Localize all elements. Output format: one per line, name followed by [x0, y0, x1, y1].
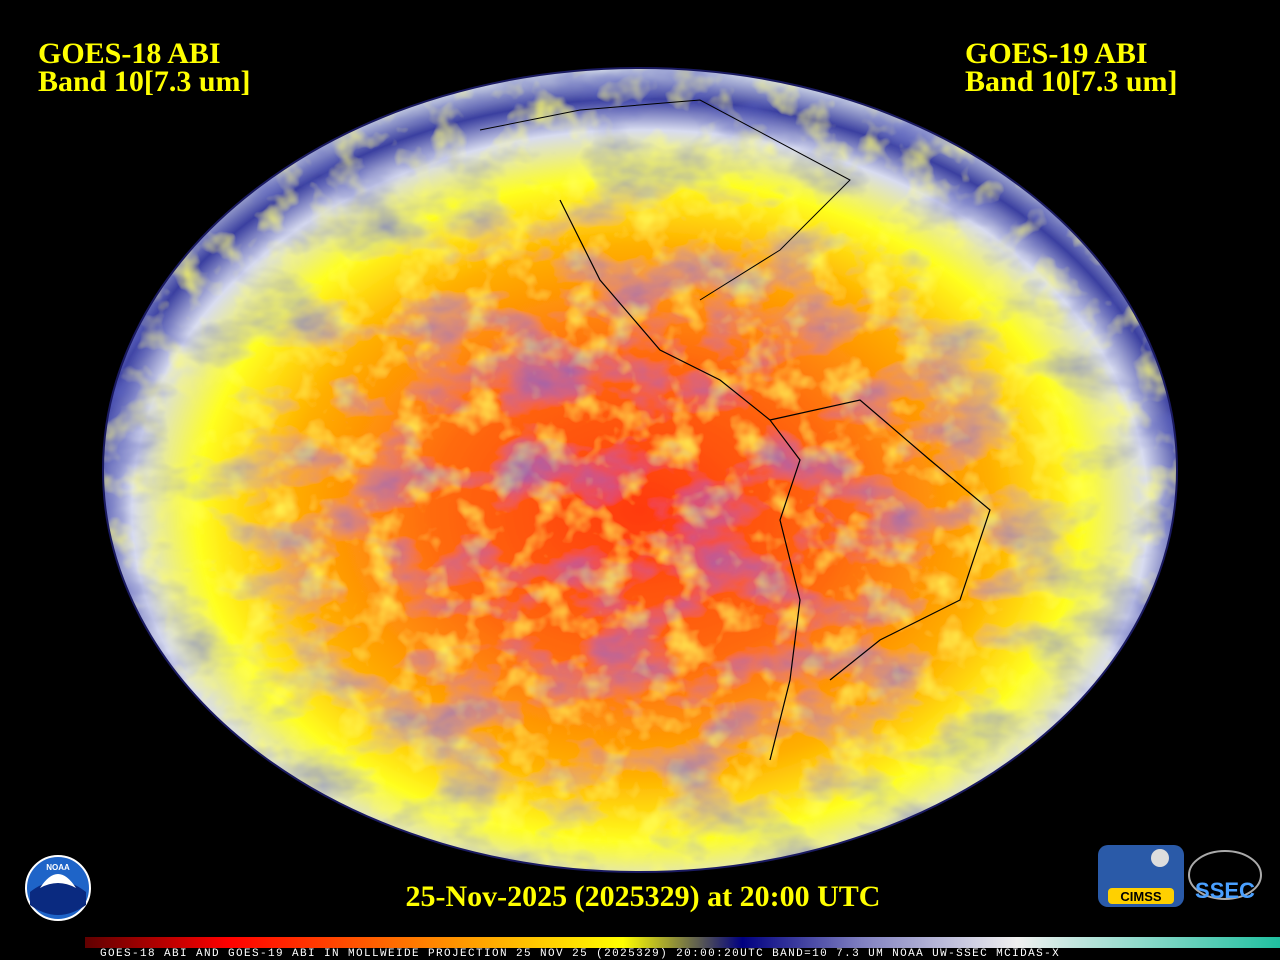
coastline [559, 199, 801, 761]
water-vapor-field [103, 68, 1177, 872]
noaa-text: NOAA [46, 863, 70, 872]
coastline [479, 99, 851, 301]
ssec-logo: SSEC [1188, 850, 1262, 903]
cimss-text: CIMSS [1120, 889, 1162, 904]
cimss-logo: CIMSS [1098, 845, 1184, 907]
left-label: Band 10[7.3 um] [38, 65, 251, 98]
right-label: Band 10[7.3 um] [965, 65, 1178, 98]
globe [103, 68, 1177, 872]
color-bar [85, 937, 1280, 948]
cimss-dish [1151, 849, 1169, 867]
ssec-orbit [1188, 850, 1262, 900]
coastline [769, 399, 991, 681]
ssec-text: SSEC [1195, 878, 1255, 903]
cimss-band [1108, 888, 1174, 904]
noaa-logo: NOAA [25, 855, 91, 921]
timestamp: 25-Nov-2025 (2025329) at 20:00 UTC [406, 880, 881, 913]
left-label: GOES-18 ABI [38, 37, 221, 70]
right-label: GOES-19 ABI [965, 37, 1148, 70]
noaa-bird [40, 874, 76, 888]
footer-text: GOES-18 ABI AND GOES-19 ABI IN MOLLWEIDE… [100, 948, 1060, 960]
globe-edge [102, 67, 1178, 873]
noaa-wave [30, 881, 86, 915]
